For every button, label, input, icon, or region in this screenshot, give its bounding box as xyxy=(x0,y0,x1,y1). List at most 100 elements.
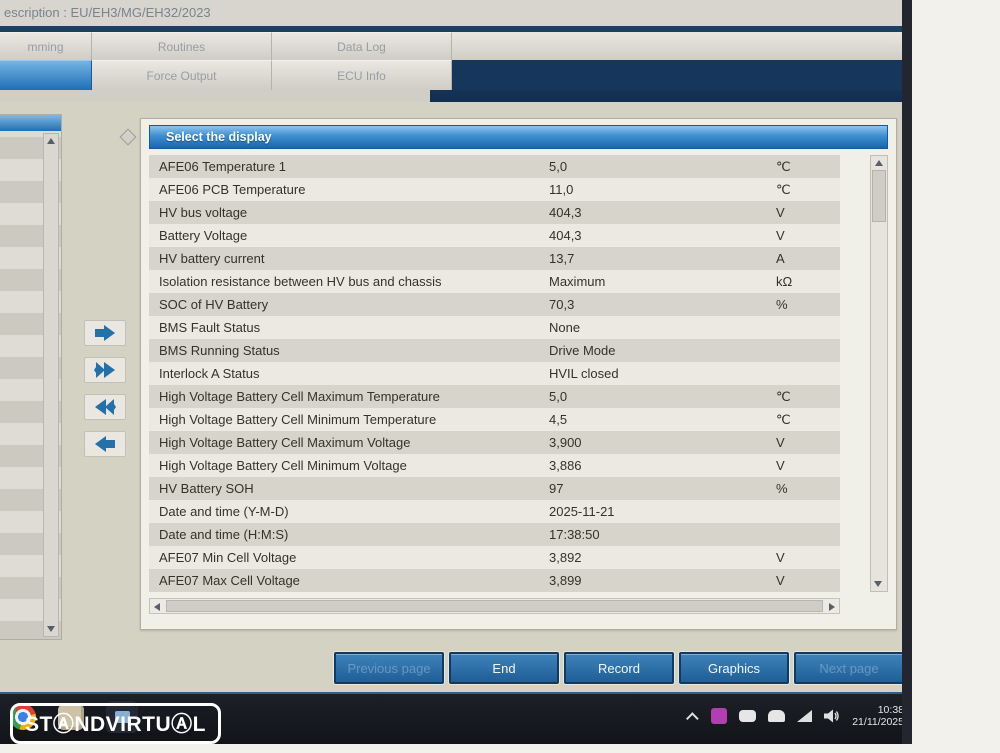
table-row[interactable]: Battery Voltage 404,3 V xyxy=(149,224,840,247)
table-row[interactable]: AFE07 Max Cell Voltage 3,899 V xyxy=(149,569,840,592)
parameter-name: SOC of HV Battery xyxy=(159,297,269,312)
tab[interactable]: Routines xyxy=(92,32,272,60)
available-items-list[interactable] xyxy=(0,114,62,640)
vehicle-description-text: escription : EU/EH3/MG/EH32/2023 xyxy=(4,5,211,20)
parameter-unit xyxy=(776,339,840,362)
table-row[interactable]: BMS Fault Status None xyxy=(149,316,840,339)
parameter-value: Maximum xyxy=(549,274,606,289)
taskbar-clock[interactable]: 10:38 21/11/2025 xyxy=(852,704,902,728)
table-row[interactable]: HV bus voltage 404,3 V xyxy=(149,201,840,224)
scroll-left-icon[interactable] xyxy=(154,603,160,611)
tab-underlay xyxy=(0,90,430,102)
move-all-right-button[interactable] xyxy=(84,357,126,383)
table-row[interactable]: Interlock A Status HVIL closed xyxy=(149,362,840,385)
table-vertical-scrollbar[interactable] xyxy=(870,155,888,592)
select-display-diamond-icon[interactable] xyxy=(119,128,137,146)
parameter-name: AFE07 Max Cell Voltage xyxy=(159,573,300,588)
footer-button-label: Record xyxy=(598,660,640,676)
tab[interactable]: ECU Info xyxy=(272,60,452,90)
move-all-left-button[interactable] xyxy=(84,394,126,420)
parameter-name: BMS Fault Status xyxy=(159,320,261,335)
table-row[interactable]: High Voltage Battery Cell Minimum Temper… xyxy=(149,408,840,431)
table-row[interactable]: SOC of HV Battery 70,3 % xyxy=(149,293,840,316)
windows-taskbar: 10:38 21/11/2025 xyxy=(0,692,902,744)
parameter-value: None xyxy=(549,320,581,335)
scroll-right-icon[interactable] xyxy=(829,603,835,611)
scroll-up-icon[interactable] xyxy=(47,138,55,144)
table-row[interactable]: High Voltage Battery Cell Maximum Temper… xyxy=(149,385,840,408)
tab-row-primary: mming Routines Data Log xyxy=(0,32,902,60)
diagnostic-app-icon[interactable] xyxy=(106,701,138,733)
tab[interactable]: mming xyxy=(0,32,92,60)
table-row[interactable]: Date and time (H:M:S) 17:38:50 xyxy=(149,523,840,546)
tray-cloud-icon[interactable] xyxy=(739,710,757,722)
tab-label: Data Log xyxy=(337,40,386,54)
panel-header-label: Select the display xyxy=(166,130,272,144)
footer-button[interactable]: Graphics xyxy=(679,652,789,684)
network-icon[interactable] xyxy=(797,710,813,722)
table-row[interactable]: HV Battery SOH 97 % xyxy=(149,477,840,500)
parameter-name: Battery Voltage xyxy=(159,228,248,243)
tray-chevron-icon[interactable] xyxy=(686,711,699,725)
footer-button[interactable]: Record xyxy=(564,652,674,684)
table-row[interactable]: HV battery current 13,7 A xyxy=(149,247,840,270)
table-horizontal-scrollbar[interactable] xyxy=(149,598,840,614)
parameter-value: 13,7 xyxy=(549,251,575,266)
table-row[interactable]: Date and time (Y-M-D) 2025-11-21 xyxy=(149,500,840,523)
move-left-icon xyxy=(95,436,115,452)
move-left-button[interactable] xyxy=(84,431,126,457)
footer-button[interactable]: Previous page xyxy=(334,652,444,684)
parameter-name: HV Battery SOH xyxy=(159,481,254,496)
parameter-unit: ℃ xyxy=(776,182,791,197)
parameter-name: HV bus voltage xyxy=(159,205,248,220)
app-icon-beige[interactable] xyxy=(58,704,84,730)
scrollbar-thumb[interactable] xyxy=(872,170,886,222)
table-row[interactable]: BMS Running Status Drive Mode xyxy=(149,339,840,362)
tab-label: ECU Info xyxy=(337,69,386,83)
table-row[interactable]: AFE07 Min Cell Voltage 3,892 V xyxy=(149,546,840,569)
volume-icon[interactable] xyxy=(824,709,840,723)
parameter-unit: V xyxy=(776,550,785,565)
parameter-unit xyxy=(776,500,840,523)
move-all-right-icon xyxy=(94,362,115,378)
tab[interactable] xyxy=(0,60,92,90)
scrollbar-thumb[interactable] xyxy=(166,600,823,612)
diagnostic-app-window: escription : EU/EH3/MG/EH32/2023 mming Ro… xyxy=(0,0,912,744)
app-glyph xyxy=(114,711,130,723)
parameter-value: 11,0 xyxy=(549,182,574,197)
tray-purple-app-icon[interactable] xyxy=(711,708,728,724)
tab-label: Force Output xyxy=(146,69,217,83)
parameter-value: 2025-11-21 xyxy=(549,504,615,519)
tab[interactable]: Data Log xyxy=(272,32,452,60)
move-right-icon xyxy=(95,325,115,341)
footer-button-label: Graphics xyxy=(707,660,761,676)
parameter-value: 404,3 xyxy=(549,228,582,243)
parameter-name: Date and time (Y-M-D) xyxy=(159,504,289,519)
parameter-value: 4,5 xyxy=(549,412,568,427)
parameter-name: AFE06 Temperature 1 xyxy=(159,159,286,174)
parameter-name: High Voltage Battery Cell Maximum Temper… xyxy=(159,389,440,404)
panel-header: Select the display xyxy=(149,125,888,149)
table-row[interactable]: AFE06 Temperature 1 5,0 ℃ xyxy=(149,155,840,178)
vehicle-description-bar: escription : EU/EH3/MG/EH32/2023 xyxy=(0,0,902,26)
scroll-down-icon[interactable] xyxy=(874,581,882,587)
left-list-scrollbar[interactable] xyxy=(43,133,59,637)
tray-app-icon[interactable] xyxy=(768,710,786,722)
system-tray: 10:38 21/11/2025 xyxy=(686,704,902,728)
table-row[interactable]: Isolation resistance between HV bus and … xyxy=(149,270,840,293)
table-row[interactable]: High Voltage Battery Cell Minimum Voltag… xyxy=(149,454,840,477)
parameter-unit: ℃ xyxy=(776,389,791,404)
parameter-name: AFE07 Min Cell Voltage xyxy=(159,550,297,565)
parameter-value: 70,3 xyxy=(549,297,575,312)
scroll-up-icon[interactable] xyxy=(875,160,883,166)
scroll-down-icon[interactable] xyxy=(47,626,55,632)
tab[interactable]: Force Output xyxy=(92,60,272,90)
footer-button[interactable]: End xyxy=(449,652,559,684)
parameter-name: Interlock A Status xyxy=(159,366,260,381)
table-row[interactable]: High Voltage Battery Cell Maximum Voltag… xyxy=(149,431,840,454)
move-right-button[interactable] xyxy=(84,320,126,346)
tab-row-secondary: Force Output ECU Info xyxy=(0,60,902,90)
table-row[interactable]: AFE06 PCB Temperature 11,0 ℃ xyxy=(149,178,840,201)
parameter-name: HV battery current xyxy=(159,251,265,266)
footer-button[interactable]: Next page xyxy=(794,652,902,684)
